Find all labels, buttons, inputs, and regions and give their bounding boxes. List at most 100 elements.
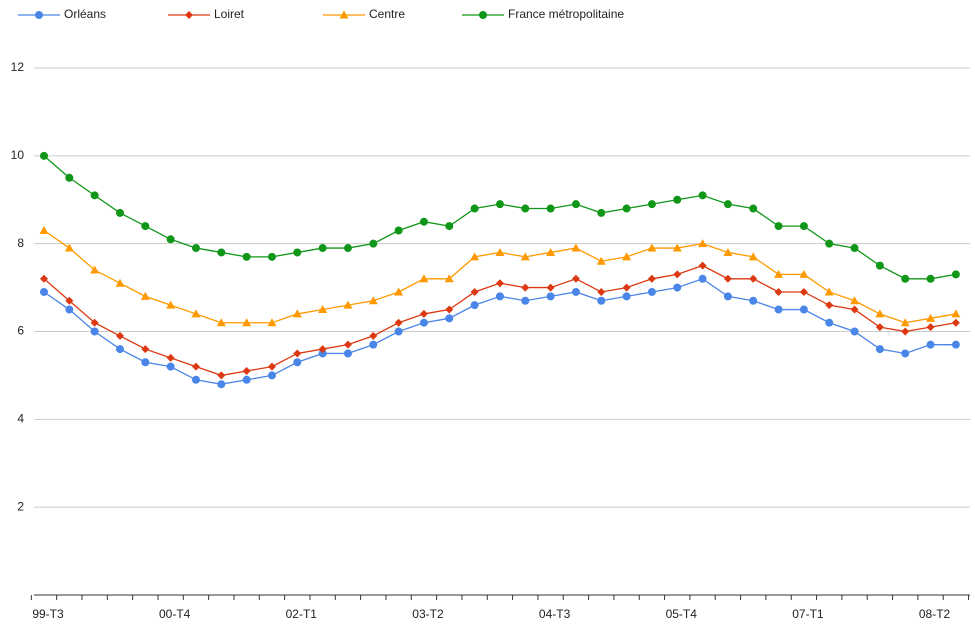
marker xyxy=(65,296,74,305)
marker xyxy=(926,313,936,322)
marker xyxy=(394,287,404,296)
series-line xyxy=(43,229,956,324)
marker xyxy=(774,269,784,278)
marker xyxy=(571,287,580,296)
marker xyxy=(825,301,834,310)
marker xyxy=(394,327,403,336)
series-line xyxy=(43,155,956,280)
marker xyxy=(596,256,606,265)
marker xyxy=(166,353,175,362)
marker xyxy=(115,331,124,340)
marker xyxy=(597,208,606,217)
marker xyxy=(343,349,352,358)
marker xyxy=(318,305,328,314)
marker xyxy=(141,345,150,354)
marker xyxy=(217,248,226,257)
marker xyxy=(850,327,859,336)
marker xyxy=(825,318,834,327)
marker xyxy=(64,243,74,252)
marker xyxy=(495,200,504,209)
marker xyxy=(951,270,960,279)
marker xyxy=(521,283,530,292)
marker xyxy=(647,200,656,209)
y-tick-label: 6 xyxy=(17,324,24,338)
marker xyxy=(875,323,884,332)
marker xyxy=(546,247,556,256)
y-tick-label: 2 xyxy=(17,499,24,513)
marker xyxy=(242,252,251,261)
marker xyxy=(267,362,276,371)
marker xyxy=(216,318,226,327)
marker xyxy=(293,358,302,367)
marker xyxy=(926,274,935,283)
marker xyxy=(926,323,935,332)
marker xyxy=(39,225,49,234)
marker xyxy=(520,252,530,261)
marker xyxy=(825,239,834,248)
legend-marker xyxy=(339,10,349,19)
marker xyxy=(65,173,74,182)
legend-label: Orléans xyxy=(64,7,106,21)
marker xyxy=(141,222,150,231)
x-tick-label: 05-T4 xyxy=(666,607,698,621)
marker xyxy=(292,309,302,318)
x-tick-label: 03-T2 xyxy=(412,607,444,621)
marker xyxy=(698,261,707,270)
marker xyxy=(673,195,682,204)
marker xyxy=(166,300,176,309)
marker xyxy=(673,283,682,292)
marker xyxy=(521,204,530,213)
legend-marker xyxy=(185,11,193,19)
y-tick-label: 12 xyxy=(11,60,25,74)
marker xyxy=(318,345,327,354)
marker xyxy=(774,222,783,231)
marker xyxy=(774,287,783,296)
marker xyxy=(318,349,327,358)
marker xyxy=(444,274,454,283)
marker xyxy=(647,243,657,252)
marker xyxy=(571,274,580,283)
marker xyxy=(546,283,555,292)
marker xyxy=(850,305,859,314)
y-tick-label: 4 xyxy=(17,412,24,426)
marker xyxy=(141,358,150,367)
marker xyxy=(90,318,99,327)
marker xyxy=(191,375,200,384)
marker xyxy=(495,292,504,301)
marker xyxy=(901,274,910,283)
marker xyxy=(166,235,175,244)
marker xyxy=(799,305,808,314)
x-tick-label: 00-T4 xyxy=(159,607,191,621)
marker xyxy=(267,252,276,261)
marker xyxy=(419,217,428,226)
marker xyxy=(115,278,125,287)
legend-label: Centre xyxy=(369,7,405,21)
marker xyxy=(470,287,479,296)
marker xyxy=(850,296,860,305)
marker xyxy=(318,244,327,253)
marker xyxy=(293,349,302,358)
marker xyxy=(672,243,682,252)
marker xyxy=(875,261,884,270)
marker xyxy=(571,200,580,209)
marker xyxy=(419,318,428,327)
marker xyxy=(343,340,352,349)
marker xyxy=(191,362,200,371)
marker xyxy=(723,247,733,256)
marker xyxy=(850,244,859,253)
marker xyxy=(394,318,403,327)
marker xyxy=(470,252,480,261)
marker xyxy=(419,309,428,318)
marker xyxy=(698,274,707,283)
marker xyxy=(597,296,606,305)
marker xyxy=(698,239,708,248)
marker xyxy=(40,287,48,296)
marker xyxy=(267,318,277,327)
marker xyxy=(951,318,960,327)
marker xyxy=(217,371,226,380)
marker xyxy=(546,204,555,213)
marker xyxy=(698,191,707,200)
marker xyxy=(495,279,504,288)
marker xyxy=(749,274,758,283)
marker xyxy=(875,345,884,354)
